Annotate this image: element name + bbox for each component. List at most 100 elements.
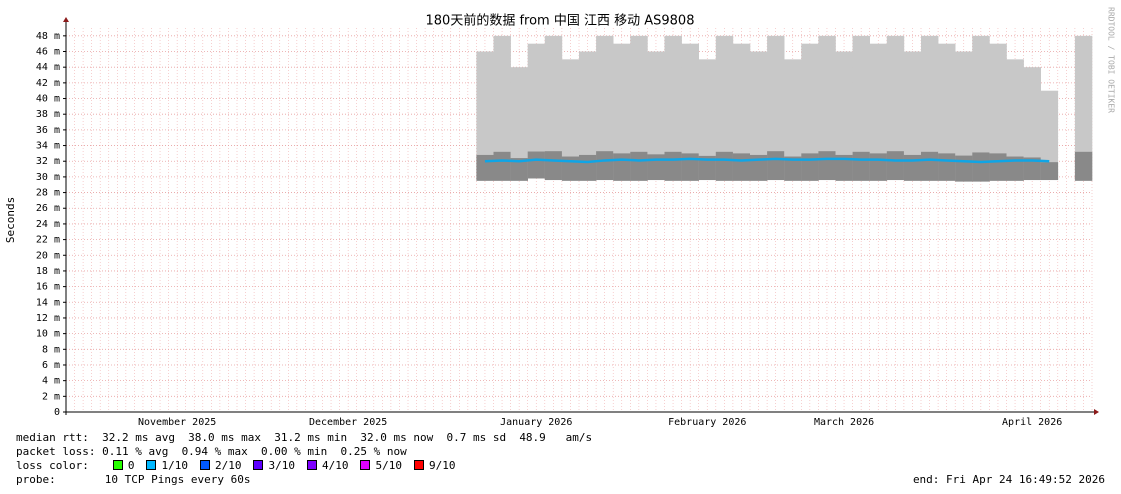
median-rtt: median rtt: 32.2 ms avg 38.0 ms max 31.2…: [16, 431, 593, 444]
loss-label: 9/10: [428, 459, 456, 472]
y-tick-label: 30 m: [36, 172, 60, 183]
y-tick-label: 4 m: [42, 376, 60, 387]
smoke: [989, 43, 1007, 181]
smoke-core: [647, 154, 665, 181]
y-tick-label: 36 m: [36, 125, 60, 136]
smoke-core: [750, 154, 768, 181]
smoke: [869, 43, 888, 181]
y-tick-label: 38 m: [36, 109, 60, 120]
y-tick-label: 28 m: [36, 188, 60, 199]
smoke-core: [476, 154, 494, 181]
smoke: [544, 35, 563, 181]
y-tick-label: 18 m: [36, 266, 60, 277]
smoke-core: [1040, 162, 1059, 181]
y-tick-label: 22 m: [36, 235, 60, 246]
y-tick-label: 42 m: [36, 78, 60, 89]
smoke-core: [1023, 157, 1041, 181]
probe-text: 10 TCP Pings every 60s: [104, 473, 251, 486]
smoke-core: [835, 154, 853, 181]
end-time: end: Fri Apr 24 16:49:52 2026: [912, 473, 1105, 486]
smoke-core: [510, 158, 528, 181]
loss-color-label: loss color:: [16, 459, 89, 472]
packet-loss: packet loss: 0.11 % avg 0.94 % max 0.00 …: [16, 445, 407, 458]
smoke-core: [664, 151, 682, 181]
smoke: [732, 43, 751, 181]
smoke: [493, 35, 511, 181]
smoke-core: [972, 152, 990, 182]
smoke-core: [869, 153, 888, 181]
smoke: [510, 67, 528, 181]
smoke: [886, 35, 905, 181]
x-tick-label: January 2026: [500, 417, 572, 428]
smoke: [903, 51, 922, 181]
smoke: [1040, 90, 1059, 181]
smoke-core: [852, 151, 870, 181]
smoke-core: [955, 155, 973, 182]
loss-label: 5/10: [375, 459, 402, 472]
y-tick-label: 48 m: [36, 31, 60, 42]
smoke-core: [818, 151, 836, 181]
smoke: [698, 59, 717, 181]
x-tick-label: November 2025: [138, 417, 216, 428]
loss-swatch: [253, 460, 264, 470]
smoke: [561, 59, 580, 181]
y-tick-label: 32 m: [36, 156, 60, 167]
smoke-core: [613, 153, 631, 181]
y-tick-label: 16 m: [36, 282, 60, 293]
loss-label: 1/10: [161, 459, 188, 472]
y-tick-label: 24 m: [36, 219, 60, 230]
smoke-core: [579, 154, 597, 181]
y-tick-label: 44 m: [36, 62, 60, 73]
smoke: [1006, 59, 1024, 181]
smoke: [938, 43, 956, 181]
y-tick-label: 40 m: [36, 94, 60, 105]
smoke-core: [767, 151, 785, 181]
smoke: [1023, 67, 1041, 181]
smoke: [801, 43, 819, 181]
y-axis-label: Seconds: [4, 197, 17, 243]
x-tick-label: February 2026: [668, 417, 746, 428]
x-tick-label: March 2026: [814, 417, 874, 428]
smoke: [715, 35, 734, 181]
smoke-core: [886, 151, 905, 181]
smoke: [784, 59, 802, 181]
loss-swatch: [360, 460, 371, 470]
arrow: [1094, 409, 1099, 415]
smoke: [647, 51, 665, 181]
smoke-core: [784, 156, 802, 181]
probe-label: probe:: [16, 473, 56, 486]
x-tick-label: December 2025: [309, 417, 387, 428]
smoke: [630, 35, 648, 181]
smoke-core: [630, 151, 648, 181]
y-tick-label: 14 m: [36, 297, 60, 308]
loss-label: 4/10: [321, 459, 349, 472]
loss-swatch: [413, 460, 424, 470]
x-tick-label: April 2026: [1002, 417, 1062, 428]
smoke: [835, 51, 853, 181]
smoke: [750, 51, 768, 181]
smoke-core: [1006, 156, 1024, 181]
smoke-core: [698, 155, 717, 181]
loss-swatch: [199, 460, 210, 470]
smoke-core: [989, 153, 1007, 181]
smoke-core: [921, 151, 939, 181]
y-tick-label: 6 m: [42, 360, 60, 371]
probe: probe: 10 TCP Pings every 60s: [16, 473, 250, 487]
smoke: [476, 51, 494, 181]
smoke: [681, 43, 699, 181]
chart: 180天前的数据 from 中国 江西 移动 AS9808 Seconds RR…: [4, 7, 1116, 428]
y-tick-label: 2 m: [42, 391, 60, 402]
arrow: [63, 17, 69, 22]
loss-label: 0: [127, 459, 135, 472]
y-tick-label: 26 m: [36, 203, 60, 214]
y-tick-label: 10 m: [36, 329, 60, 340]
y-tick-label: 34 m: [36, 141, 60, 152]
smoke: [767, 35, 785, 181]
smoke: [596, 35, 614, 181]
smoke-core: [561, 156, 580, 181]
smoke-core: [732, 153, 751, 181]
smoke: [664, 35, 682, 181]
smoke-core: [596, 151, 614, 181]
loss-swatch: [146, 460, 157, 470]
